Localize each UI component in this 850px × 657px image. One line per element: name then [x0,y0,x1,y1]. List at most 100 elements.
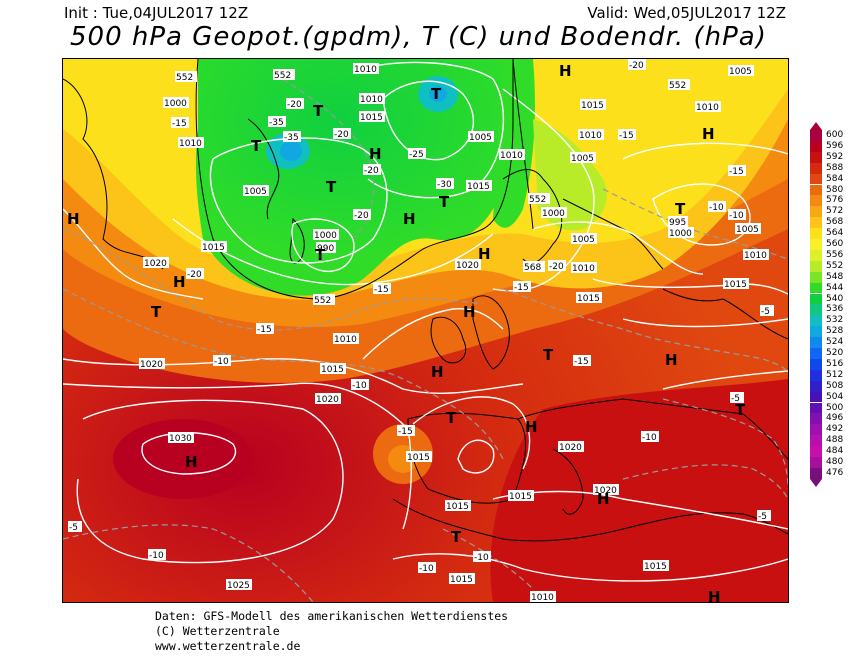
cold-core-north-inner [429,86,447,102]
scale-label: 484 [826,446,844,457]
high-marker: H [597,490,610,508]
scale-color-cell [810,358,822,370]
svg-text:-15: -15 [729,167,744,177]
svg-text:1015: 1015 [644,562,667,572]
svg-text:1010: 1010 [360,95,383,105]
svg-text:-15: -15 [374,285,389,295]
temp-label: -15 [256,323,274,335]
scale-label: 588 [826,162,844,173]
isobar-label: 1005 [243,185,269,197]
isobar-label: 1005 [468,131,494,143]
temp-label: -10 [473,551,491,563]
svg-text:-20: -20 [287,100,302,110]
scale-color-cell [810,380,822,392]
high-marker: H [369,145,382,163]
scale-color-cell [810,413,822,425]
scale-label: 516 [826,358,844,369]
temp-label: -10 [708,201,726,213]
scale-color-cell [810,304,822,316]
scale-label: 580 [826,184,844,195]
high-marker: H [665,351,678,369]
svg-text:1020: 1020 [144,259,167,269]
svg-text:1015: 1015 [581,101,604,111]
svg-text:1005: 1005 [469,133,492,143]
high-marker: H [185,453,198,471]
svg-text:1000: 1000 [314,231,337,241]
temp-label: -20 [186,268,204,280]
svg-text:1000: 1000 [164,99,187,109]
svg-text:1020: 1020 [559,443,582,453]
map-title: 500 hPa Geopot.(gpdm), T (C) und Bodendr… [70,22,767,52]
temp-label: -35 [268,116,286,128]
isobar-label: 1000 [541,207,567,219]
scale-color-cell [810,173,822,185]
scale-color-cell [810,424,822,436]
scale-color-cell [810,140,822,152]
scale-color-cell [810,446,822,457]
isobar-label: 1015 [320,363,346,375]
geopot-label: 552 [175,71,197,83]
isobar-labels: 1000 1010 1005 1015 1020 1020 1030 1025 … [139,63,769,602]
isobar-label: 1005 [570,152,596,164]
svg-text:1015: 1015 [450,575,473,585]
scale-label: 540 [826,293,844,304]
svg-text:1005: 1005 [729,67,752,77]
svg-text:1010: 1010 [572,264,595,274]
isobar-label: 1005 [728,65,754,77]
scale-color-cell [810,467,822,479]
geopotential-contours [195,59,534,300]
svg-text:-10: -10 [729,211,744,221]
isobar-label: 1010 [333,333,359,345]
isobar-label: 1005 [735,223,761,235]
scale-label: 572 [826,206,844,217]
scale-label: 552 [826,260,844,271]
isobar-label: 1010 [178,137,204,149]
isobar-label: 1015 [449,573,475,585]
isobar-label: 1025 [226,579,252,591]
svg-text:1030: 1030 [169,434,192,444]
scale-label: 544 [826,282,844,293]
scale-label: 480 [826,457,844,467]
isobar-label: 1020 [315,393,341,405]
isobar-label: 1000 [668,227,694,239]
scale-color-cell [810,457,822,468]
isobar-label: 1010 [530,591,556,602]
temperature-labels: -15 -20 -35 -35 -20 -20 -25 -30 -20 -20 … [68,59,774,574]
scale-color-cell [810,249,822,261]
scale-label: 528 [826,326,844,337]
temp-label: -30 [436,178,454,190]
svg-text:-20: -20 [549,262,564,272]
svg-text:-15: -15 [257,325,272,335]
scale-color-cell [810,151,822,163]
isobar-label: 1000 [313,229,339,241]
geopotential-labels: 552 552 552 552 552 568 [175,69,690,306]
svg-text:1020: 1020 [456,261,479,271]
scale-label: 488 [826,435,844,446]
temp-label: -20 [353,209,371,221]
temp-label: -15 [728,165,746,177]
scale-color-cell [810,271,822,283]
high-marker: H [67,210,80,228]
scale-label: 556 [826,249,844,260]
temp-label: -15 [618,129,636,141]
scale-up-arrow-icon [810,122,822,130]
svg-text:-35: -35 [284,133,299,143]
scale-label: 500 [826,402,844,413]
svg-text:-5: -5 [69,523,78,533]
temp-label: -15 [171,117,189,129]
isobar-label: 1015 [723,278,749,290]
isobar-label: 1005 [571,233,597,245]
svg-text:1010: 1010 [531,593,554,602]
scale-label: 536 [826,304,844,315]
svg-text:1005: 1005 [572,235,595,245]
high-marker: H [559,62,572,80]
scale-color-cell [810,217,822,229]
low-marker: T [451,528,462,546]
weather-map: 1000 1010 1005 1015 1020 1020 1030 1025 … [62,58,789,603]
isobar-label: 1015 [643,560,669,572]
svg-text:1010: 1010 [334,335,357,345]
temp-label: -20 [363,164,381,176]
svg-text:-15: -15 [172,119,187,129]
website: www.wetterzentrale.de [155,639,301,653]
svg-text:1020: 1020 [140,360,163,370]
